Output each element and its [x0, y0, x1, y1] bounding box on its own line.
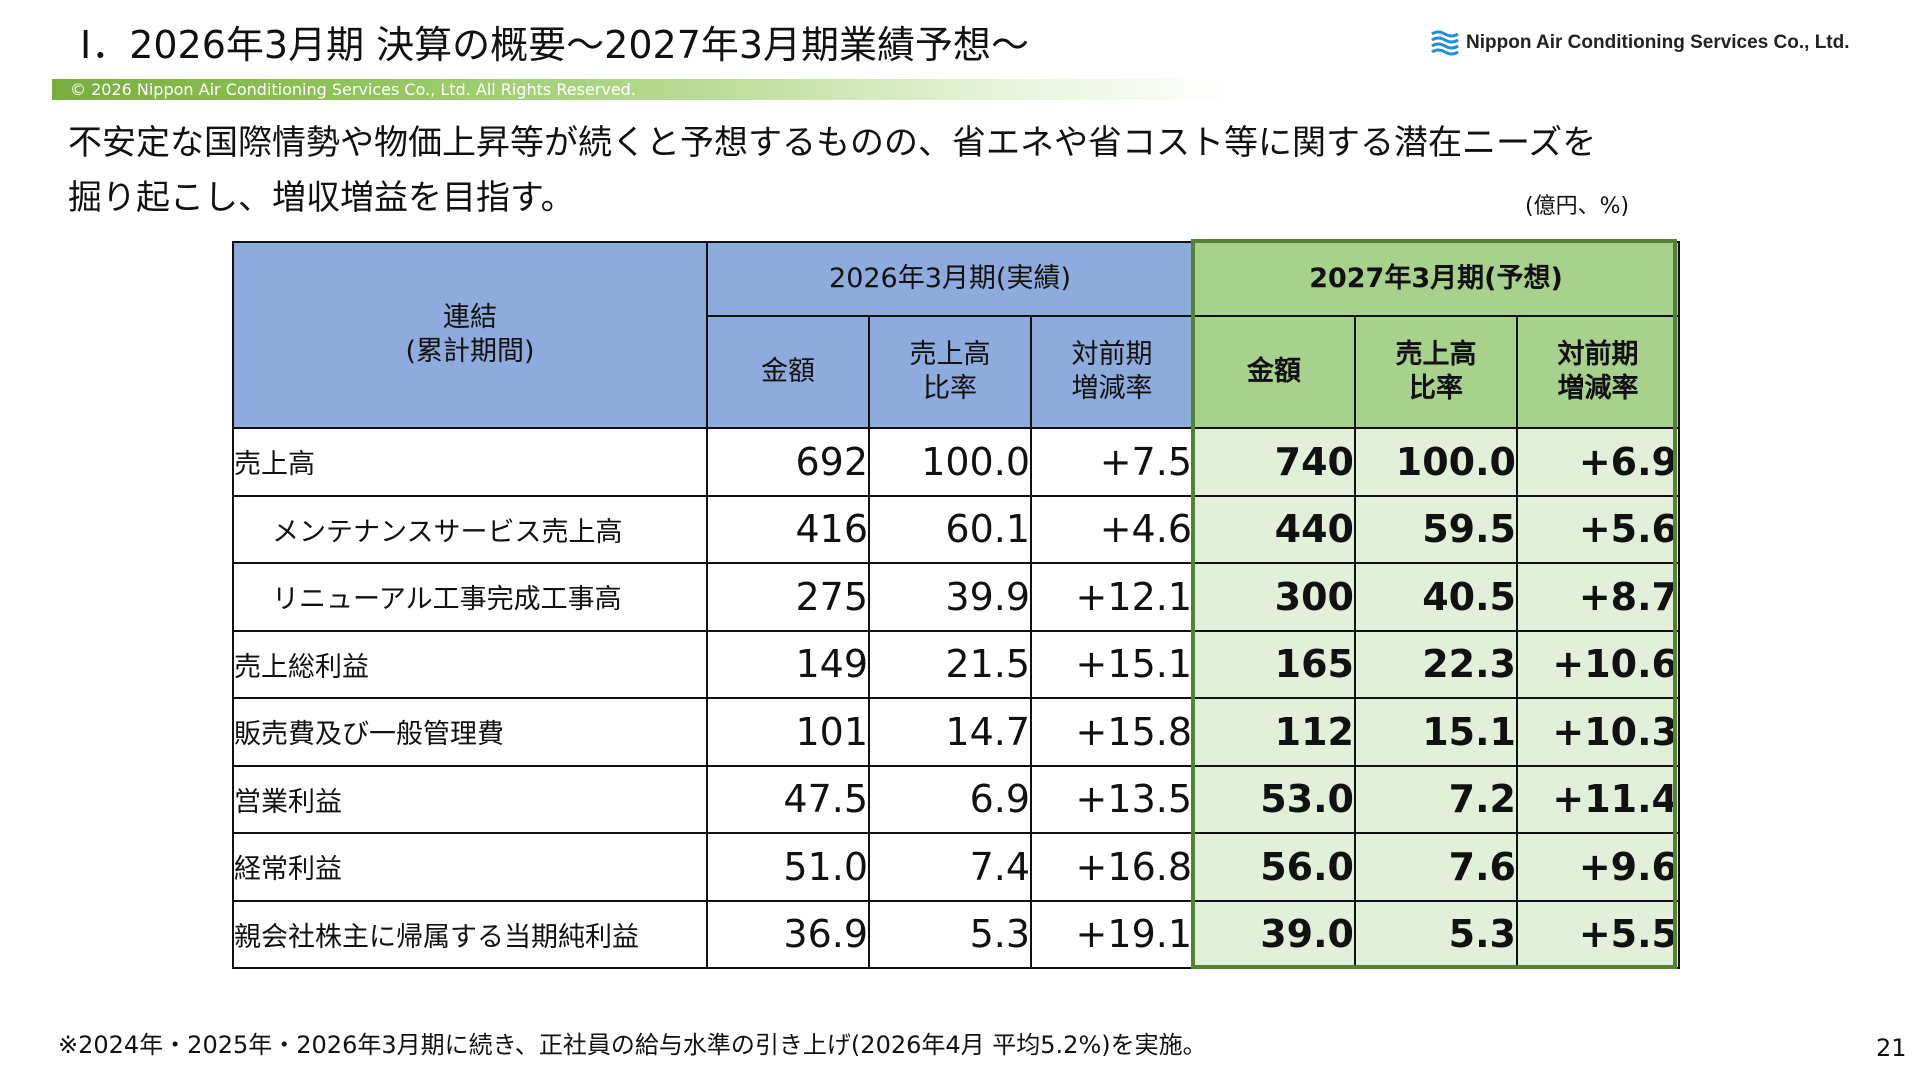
- forecast-yoy-cell: +11.4: [1516, 764, 1680, 834]
- table-row: 営業利益 47.5 6.9 +13.5 53.0 7.2 +11.4: [232, 764, 1680, 834]
- forecast-yoy-cell: +6.9: [1516, 427, 1680, 497]
- forecast-ratio-cell: 22.3: [1354, 629, 1518, 699]
- ratio-header-line1: 売上高: [909, 339, 991, 371]
- actual-amount-cell: 275: [706, 562, 870, 632]
- actual-yoy-header: 対前期 増減率: [1030, 315, 1194, 429]
- actual-ratio-cell: 21.5: [868, 629, 1032, 699]
- actual-amount-cell: 51.0: [706, 832, 870, 902]
- actual-ratio-cell: 100.0: [868, 427, 1032, 497]
- company-name: Nippon Air Conditioning Services Co., Lt…: [1466, 32, 1850, 53]
- corner-label-line2: (累計期間): [405, 336, 535, 367]
- actual-yoy-cell: +15.8: [1030, 697, 1194, 767]
- actual-yoy-cell: +19.1: [1030, 899, 1194, 969]
- forecast-amount-cell: 740: [1192, 427, 1356, 497]
- forecast-ratio-cell: 5.3: [1354, 899, 1518, 969]
- forecast-yoy-cell: +9.6: [1516, 832, 1680, 902]
- forecast-ratio-cell: 7.2: [1354, 764, 1518, 834]
- forecast-yoy-cell: +10.3: [1516, 697, 1680, 767]
- forecast-ratio-cell: 7.6: [1354, 832, 1518, 902]
- page-number: 21: [1876, 1034, 1907, 1062]
- actual-amount-cell: 101: [706, 697, 870, 767]
- row-label: 営業利益: [232, 764, 708, 834]
- forecast-amount-cell: 112: [1192, 697, 1356, 767]
- forecast-ratio-cell: 59.5: [1354, 494, 1518, 564]
- yoy-header-line2: 増減率: [1557, 373, 1639, 404]
- actual-yoy-cell: +16.8: [1030, 832, 1194, 902]
- ratio-header-line1: 売上高: [1395, 339, 1477, 371]
- actual-yoy-cell: +4.6: [1030, 494, 1194, 564]
- actual-ratio-cell: 39.9: [868, 562, 1032, 632]
- lead-text-line2: 掘り起こし、増収増益を目指す。: [68, 178, 575, 218]
- footnote: ※2024年・2025年・2026年3月期に続き、正社員の給与水準の引き上げ(2…: [58, 1031, 1207, 1059]
- row-label: メンテナンスサービス売上高: [232, 494, 708, 564]
- yoy-header-line1: 対前期: [1071, 339, 1153, 371]
- actual-period-header: 2026年3月期(実績): [706, 241, 1194, 317]
- actual-ratio-cell: 60.1: [868, 494, 1032, 564]
- forecast-ratio-cell: 100.0: [1354, 427, 1518, 497]
- actual-ratio-cell: 5.3: [868, 899, 1032, 969]
- table-row: 販売費及び一般管理費 101 14.7 +15.8 112 15.1 +10.3: [232, 697, 1680, 767]
- forecast-amount-cell: 56.0: [1192, 832, 1356, 902]
- actual-yoy-cell: +12.1: [1030, 562, 1194, 632]
- header-accent-bar: [52, 79, 1232, 100]
- table-row: 経常利益 51.0 7.4 +16.8 56.0 7.6 +9.6: [232, 832, 1680, 902]
- corner-label-line1: 連結: [443, 302, 497, 334]
- actual-amount-cell: 416: [706, 494, 870, 564]
- row-label: 売上総利益: [232, 629, 708, 699]
- forecast-yoy-cell: +8.7: [1516, 562, 1680, 632]
- row-label: 親会社株主に帰属する当期純利益: [232, 899, 708, 969]
- ratio-header-line2: 比率: [1409, 373, 1463, 404]
- yoy-header-line2: 増減率: [1071, 373, 1153, 404]
- actual-amount-cell: 149: [706, 629, 870, 699]
- forecast-amount-cell: 53.0: [1192, 764, 1356, 834]
- forecast-amount-cell: 165: [1192, 629, 1356, 699]
- actual-yoy-cell: +15.1: [1030, 629, 1194, 699]
- forecast-ratio-cell: 40.5: [1354, 562, 1518, 632]
- lead-text-line1: 不安定な国際情勢や物価上昇等が続くと予想するものの、省エネや省コスト等に関する潜…: [68, 123, 1597, 163]
- forecast-amount-header: 金額: [1192, 315, 1356, 429]
- row-label: リニューアル工事完成工事高: [232, 562, 708, 632]
- company-logo: Nippon Air Conditioning Services Co., Lt…: [1430, 28, 1850, 58]
- table-corner-header: 連結 (累計期間): [232, 241, 708, 429]
- actual-yoy-cell: +7.5: [1030, 427, 1194, 497]
- financial-summary-table: 連結 (累計期間) 2026年3月期(実績) 2027年3月期(予想) 金額 売…: [232, 241, 1680, 969]
- unit-label: (億円、%): [1525, 194, 1630, 219]
- table-row: リニューアル工事完成工事高 275 39.9 +12.1 300 40.5 +8…: [232, 562, 1680, 632]
- page-title: Ⅰ．2026年3月期 決算の概要～2027年3月期業績予想～: [80, 23, 1030, 67]
- actual-ratio-cell: 7.4: [868, 832, 1032, 902]
- forecast-yoy-cell: +5.5: [1516, 899, 1680, 969]
- copyright-text: © 2026 Nippon Air Conditioning Services …: [70, 80, 636, 99]
- row-label: 売上高: [232, 427, 708, 497]
- forecast-amount-cell: 39.0: [1192, 899, 1356, 969]
- forecast-ratio-header: 売上高 比率: [1354, 315, 1518, 429]
- actual-amount-cell: 692: [706, 427, 870, 497]
- actual-ratio-cell: 6.9: [868, 764, 1032, 834]
- row-label: 販売費及び一般管理費: [232, 697, 708, 767]
- forecast-ratio-cell: 15.1: [1354, 697, 1518, 767]
- table-row: メンテナンスサービス売上高 416 60.1 +4.6 440 59.5 +5.…: [232, 494, 1680, 564]
- actual-ratio-cell: 14.7: [868, 697, 1032, 767]
- forecast-amount-cell: 440: [1192, 494, 1356, 564]
- forecast-yoy-cell: +5.6: [1516, 494, 1680, 564]
- ratio-header-line2: 比率: [923, 373, 977, 404]
- table-row: 売上高 692 100.0 +7.5 740 100.0 +6.9: [232, 427, 1680, 497]
- table-row: 売上総利益 149 21.5 +15.1 165 22.3 +10.6: [232, 629, 1680, 699]
- forecast-yoy-cell: +10.6: [1516, 629, 1680, 699]
- actual-ratio-header: 売上高 比率: [868, 315, 1032, 429]
- yoy-header-line1: 対前期: [1557, 339, 1639, 371]
- forecast-amount-cell: 300: [1192, 562, 1356, 632]
- wave-logo-icon: [1431, 30, 1459, 56]
- forecast-yoy-header: 対前期 増減率: [1516, 315, 1680, 429]
- row-label: 経常利益: [232, 832, 708, 902]
- actual-amount-cell: 36.9: [706, 899, 870, 969]
- actual-yoy-cell: +13.5: [1030, 764, 1194, 834]
- actual-amount-cell: 47.5: [706, 764, 870, 834]
- table-row: 親会社株主に帰属する当期純利益 36.9 5.3 +19.1 39.0 5.3 …: [232, 899, 1680, 969]
- actual-amount-header: 金額: [706, 315, 870, 429]
- forecast-period-header: 2027年3月期(予想): [1192, 241, 1680, 317]
